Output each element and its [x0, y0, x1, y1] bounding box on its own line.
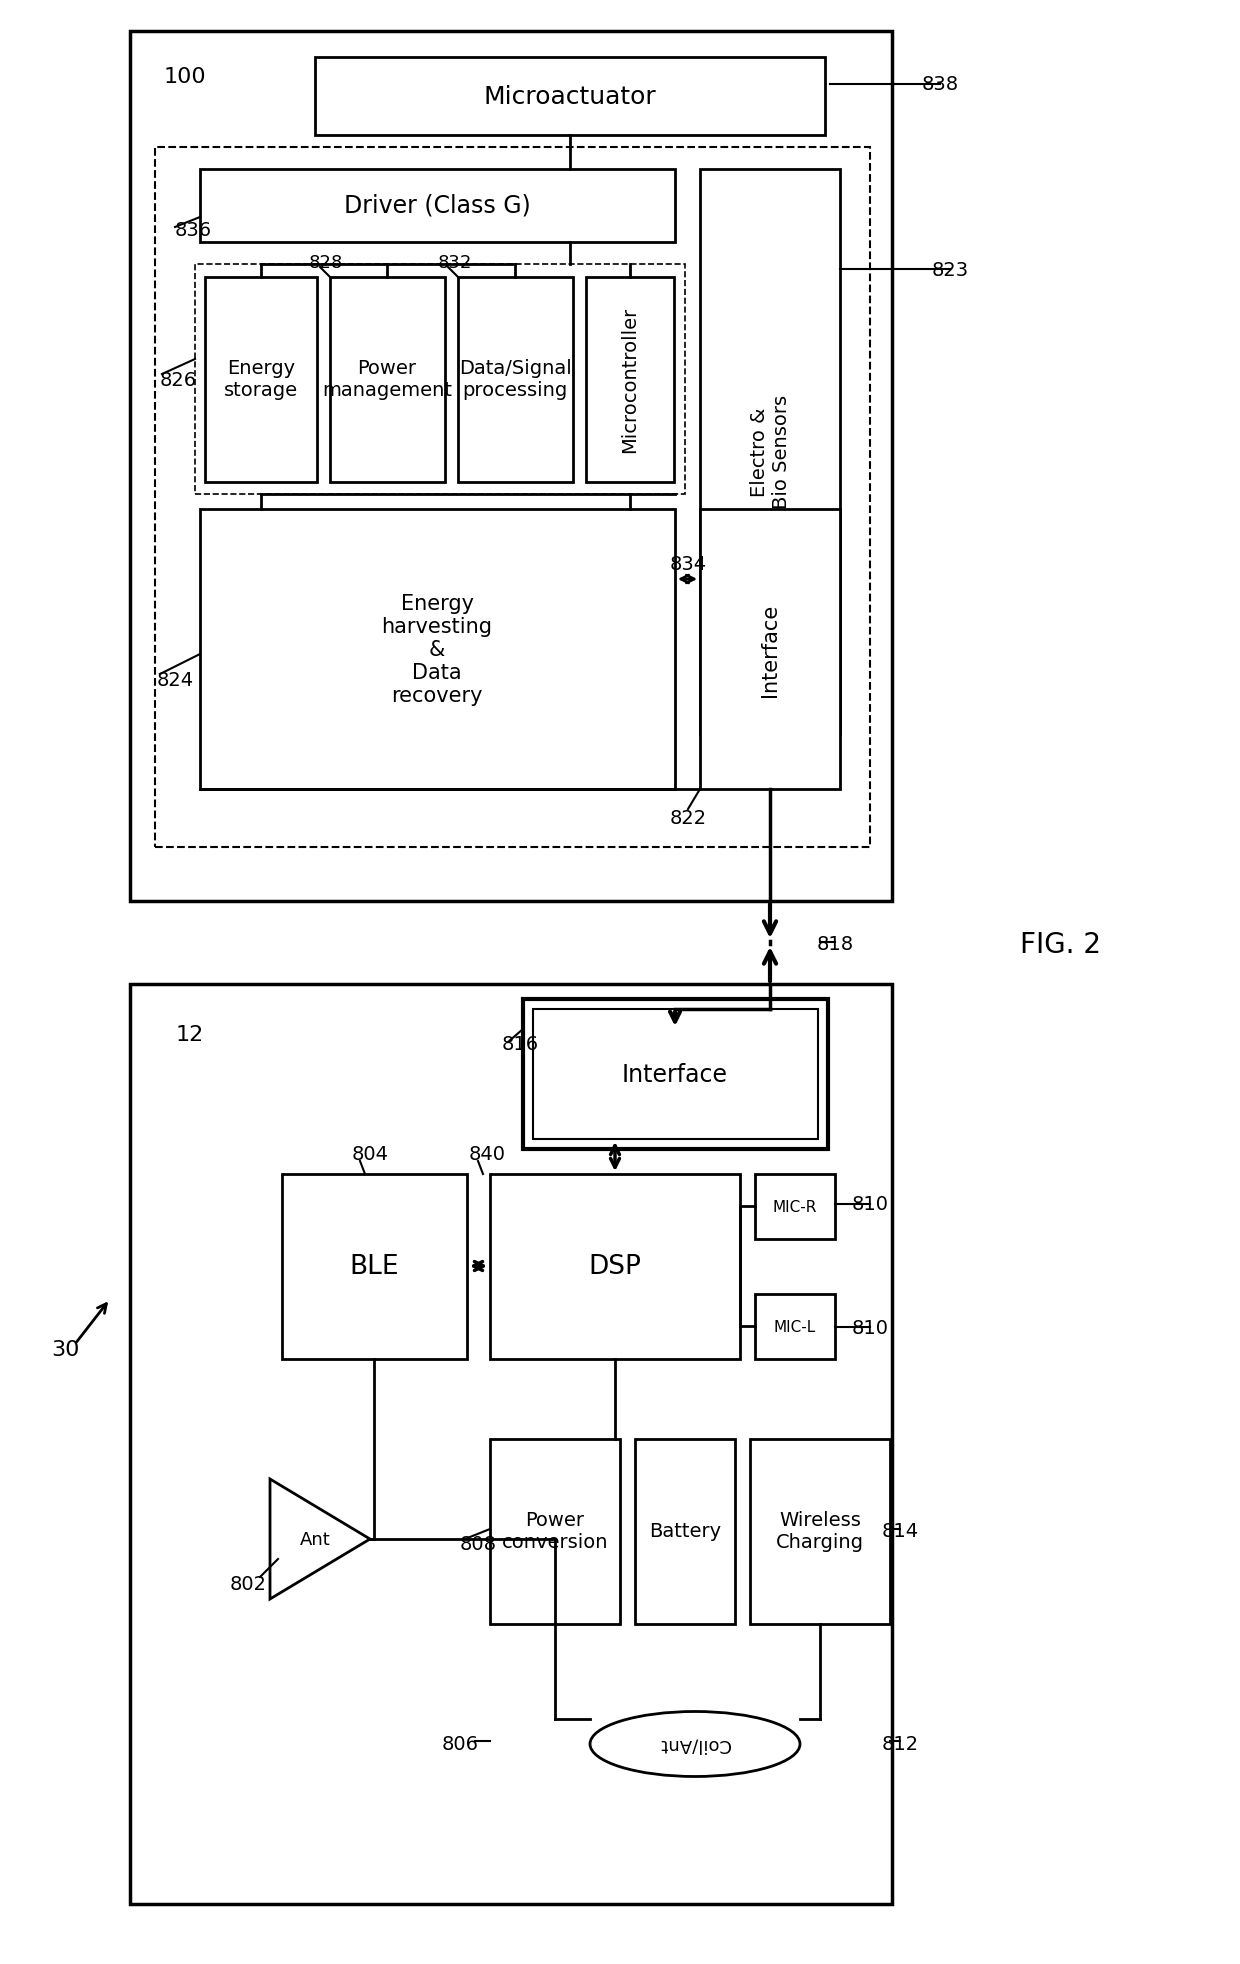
Text: Driver (Class G): Driver (Class G) — [343, 194, 531, 218]
Text: Data/Signal
processing: Data/Signal processing — [459, 359, 572, 401]
Bar — [130, 984, 892, 1903]
Text: Electro &
Bio Sensors: Electro & Bio Sensors — [749, 395, 791, 509]
Text: 30: 30 — [51, 1339, 79, 1359]
Text: 100: 100 — [164, 67, 206, 86]
Bar — [315, 59, 825, 136]
Text: 810: 810 — [852, 1194, 889, 1214]
Text: 810: 810 — [852, 1318, 889, 1337]
Text: 814: 814 — [882, 1522, 919, 1540]
Text: 828: 828 — [309, 253, 343, 271]
Text: 834: 834 — [670, 556, 707, 573]
Text: MIC-L: MIC-L — [774, 1320, 816, 1334]
Bar — [330, 277, 445, 483]
Bar — [587, 277, 675, 483]
Text: 802: 802 — [229, 1575, 267, 1593]
Bar — [701, 511, 839, 790]
Bar — [523, 1000, 828, 1149]
Text: Wireless
Charging: Wireless Charging — [776, 1510, 864, 1552]
Bar — [490, 1174, 740, 1359]
Bar — [281, 1174, 467, 1359]
Text: Coil/Ant: Coil/Ant — [660, 1734, 730, 1754]
Text: Interface: Interface — [760, 603, 780, 697]
Text: Power
conversion: Power conversion — [502, 1510, 609, 1552]
Text: Energy
harvesting
&
Data
recovery: Energy harvesting & Data recovery — [382, 593, 492, 705]
Bar — [701, 171, 839, 735]
Text: 832: 832 — [438, 253, 472, 271]
Text: 836: 836 — [175, 220, 212, 240]
Polygon shape — [270, 1479, 370, 1599]
Text: 808: 808 — [460, 1534, 496, 1554]
Bar — [755, 1174, 835, 1239]
Bar — [490, 1440, 620, 1624]
Text: Ant: Ant — [300, 1530, 330, 1548]
Text: 822: 822 — [670, 807, 707, 827]
Bar — [205, 277, 317, 483]
Text: 816: 816 — [501, 1035, 538, 1055]
Text: 806: 806 — [441, 1734, 479, 1754]
Bar — [635, 1440, 735, 1624]
Text: Energy
storage: Energy storage — [224, 359, 298, 401]
Bar — [533, 1009, 818, 1139]
Bar — [458, 277, 573, 483]
Text: 804: 804 — [351, 1145, 388, 1165]
Text: 12: 12 — [176, 1025, 205, 1045]
Text: Interface: Interface — [622, 1063, 728, 1086]
Text: BLE: BLE — [350, 1253, 399, 1279]
Text: 818: 818 — [816, 935, 853, 955]
Text: 823: 823 — [931, 261, 968, 279]
Text: MIC-R: MIC-R — [773, 1198, 817, 1214]
Bar — [755, 1294, 835, 1359]
Bar — [750, 1440, 890, 1624]
Text: 838: 838 — [921, 75, 959, 94]
Bar — [130, 31, 892, 901]
Text: 826: 826 — [160, 371, 197, 389]
Bar — [200, 171, 675, 244]
Text: 824: 824 — [156, 670, 193, 689]
Ellipse shape — [590, 1713, 800, 1777]
Text: FIG. 2: FIG. 2 — [1019, 931, 1101, 958]
Bar — [195, 265, 684, 495]
Text: DSP: DSP — [589, 1253, 641, 1279]
Bar — [155, 147, 870, 848]
Bar — [200, 511, 675, 790]
Text: 812: 812 — [882, 1734, 919, 1754]
Text: 840: 840 — [469, 1145, 506, 1165]
Text: Microactuator: Microactuator — [484, 84, 656, 108]
Text: Battery: Battery — [649, 1522, 722, 1540]
Text: Microcontroller: Microcontroller — [620, 306, 640, 454]
Text: Power
management: Power management — [322, 359, 453, 401]
